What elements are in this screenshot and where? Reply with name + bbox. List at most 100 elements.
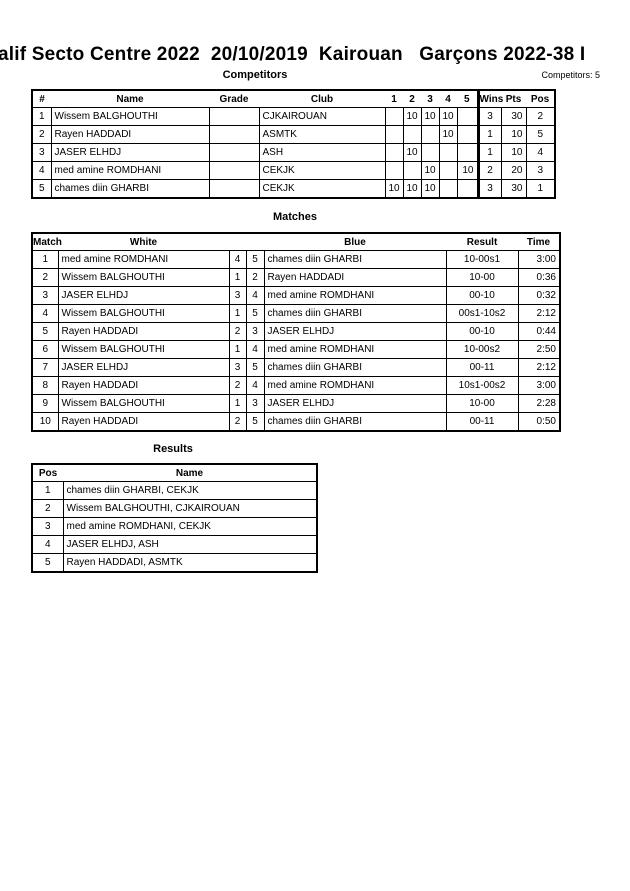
table-row: 6 Wissem BALGHOUTHI 1 4 med amine ROMDHANI 10… [31, 340, 561, 359]
table-cell [208, 143, 260, 162]
table-cell [384, 161, 404, 180]
table-cell: 3:00 [517, 376, 561, 395]
table-cell: 10 [438, 125, 458, 144]
table-cell: 10 [402, 107, 422, 126]
column-header: Name [175, 467, 204, 479]
column-header: Blue [344, 236, 366, 248]
table-cell: 10 [500, 125, 527, 144]
table-cell: ASMTK [258, 125, 386, 144]
table-cell: med amine ROMDHANI [57, 250, 230, 269]
table-row: 9 Wissem BALGHOUTHI 1 3 JASER ELHDJ 10-00 2:28 [31, 394, 561, 413]
table-row: 1 chames diin GHARBI, CEKJK [31, 481, 318, 500]
table-cell: 10-00 [445, 268, 519, 287]
table-cell: Rayen HADDADI [57, 376, 230, 395]
table-cell: 00s1-10s2 [445, 304, 519, 323]
table-cell: 2 [228, 376, 247, 395]
table-cell: 10 [456, 161, 479, 180]
table-cell: 20 [500, 161, 527, 180]
table-cell: 3 [245, 394, 265, 413]
table-cell: CJKAIROUAN [258, 107, 386, 126]
table-cell: 10 [384, 179, 404, 199]
table-cell: 1 [228, 394, 247, 413]
table-cell: 8 [31, 376, 59, 395]
table-row: 3 JASER ELHDJ 3 4 med amine ROMDHANI 00-10 0:3… [31, 286, 561, 305]
table-cell: 4 [245, 286, 265, 305]
table-row: 5 chames diin GHARBI CEKJK 10 10 10 3 30 1 [31, 179, 556, 199]
table-cell [438, 161, 458, 180]
table-cell: 3 [228, 358, 247, 377]
table-cell: 5 [245, 304, 265, 323]
table-cell: JASER ELHDJ [263, 322, 447, 341]
table-cell [384, 107, 404, 126]
table-cell: 10 [500, 143, 527, 162]
table-cell: med amine ROMDHANI [263, 340, 447, 359]
table-cell: 5 [525, 125, 556, 144]
column-header: 4 [445, 93, 451, 105]
table-cell: 3 [476, 179, 502, 199]
table-cell: 2:28 [517, 394, 561, 413]
table-cell [456, 143, 479, 162]
table-cell [420, 143, 440, 162]
table-cell: chames diin GHARBI, CEKJK [62, 481, 318, 500]
table-cell: JASER ELHDJ [263, 394, 447, 413]
table-cell: chames diin GHARBI [263, 304, 447, 323]
table-row: 10 Rayen HADDADI 2 5 chames diin GHARBI 00-11… [31, 412, 561, 432]
table-cell [208, 107, 260, 126]
table-cell: 10 [420, 179, 440, 199]
table-cell: 2 [228, 322, 247, 341]
table-row: 2 Wissem BALGHOUTHI, CJKAIROUAN [31, 499, 318, 518]
competitors-table: # Name Grade Club 1 2 3 4 5 Wins Pts Pos 1 Wissem BA… [31, 89, 556, 199]
table-cell: 3:00 [517, 250, 561, 269]
column-header: Time [526, 236, 551, 248]
competitors-heading: Competitors [222, 69, 288, 81]
table-cell: 2 [31, 268, 59, 287]
table-cell: 9 [31, 394, 59, 413]
table-cell: 4 [245, 340, 265, 359]
matches-heading: Matches [272, 211, 318, 223]
event-title: alif Secto Centre 2022 20/10/2019 Kairou… [0, 44, 586, 65]
table-cell: 10 [402, 179, 422, 199]
table-cell: JASER ELHDJ [57, 358, 230, 377]
table-cell: 2:12 [517, 358, 561, 377]
table-row: 1 med amine ROMDHANI 4 5 chames diin GHARBI 1… [31, 250, 561, 269]
table-cell [456, 179, 479, 199]
column-header: Club [310, 93, 334, 105]
table-cell: Wissem BALGHOUTHI [50, 107, 210, 126]
table-cell: 3 [476, 107, 502, 126]
table-cell: 5 [31, 322, 59, 341]
table-cell: 10 [420, 161, 440, 180]
table-cell [456, 125, 479, 144]
table-cell: med amine ROMDHANI, CEKJK [62, 517, 318, 536]
table-row: 2 Rayen HADDADI ASMTK 10 1 10 5 [31, 125, 556, 144]
table-cell: 10-00s2 [445, 340, 519, 359]
table-cell: 1 [525, 179, 556, 199]
column-header: Name [116, 93, 144, 105]
table-cell: JASER ELHDJ [57, 286, 230, 305]
table-cell: 0:44 [517, 322, 561, 341]
table-cell: chames diin GHARBI [263, 358, 447, 377]
table-cell: Rayen HADDADI [50, 125, 210, 144]
table-cell: Wissem BALGHOUTHI, CJKAIROUAN [62, 499, 318, 518]
table-cell [384, 125, 404, 144]
table-cell: 1 [476, 143, 502, 162]
table-cell: 4 [31, 161, 52, 180]
table-cell: 2 [476, 161, 502, 180]
table-cell: 3 [245, 322, 265, 341]
table-cell: 3 [525, 161, 556, 180]
results-heading: Results [153, 443, 193, 455]
table-cell: 10s1-00s2 [445, 376, 519, 395]
table-row: 7 JASER ELHDJ 3 5 chames diin GHARBI 00-11 2:1… [31, 358, 561, 377]
column-header: 2 [409, 93, 415, 105]
table-cell [420, 125, 440, 144]
table-row: 4 Wissem BALGHOUTHI 1 5 chames diin GHARBI 00… [31, 304, 561, 323]
table-cell: JASER ELHDJ [50, 143, 210, 162]
table-cell: 10 [402, 143, 422, 162]
table-cell [384, 143, 404, 162]
column-header: Result [466, 236, 498, 248]
table-cell: Wissem BALGHOUTHI [57, 268, 230, 287]
table-cell: 5 [245, 250, 265, 269]
table-cell: 00-10 [445, 322, 519, 341]
table-cell: ASH [258, 143, 386, 162]
table-cell: chames diin GHARBI [263, 250, 447, 269]
column-header: Grade [219, 93, 249, 105]
